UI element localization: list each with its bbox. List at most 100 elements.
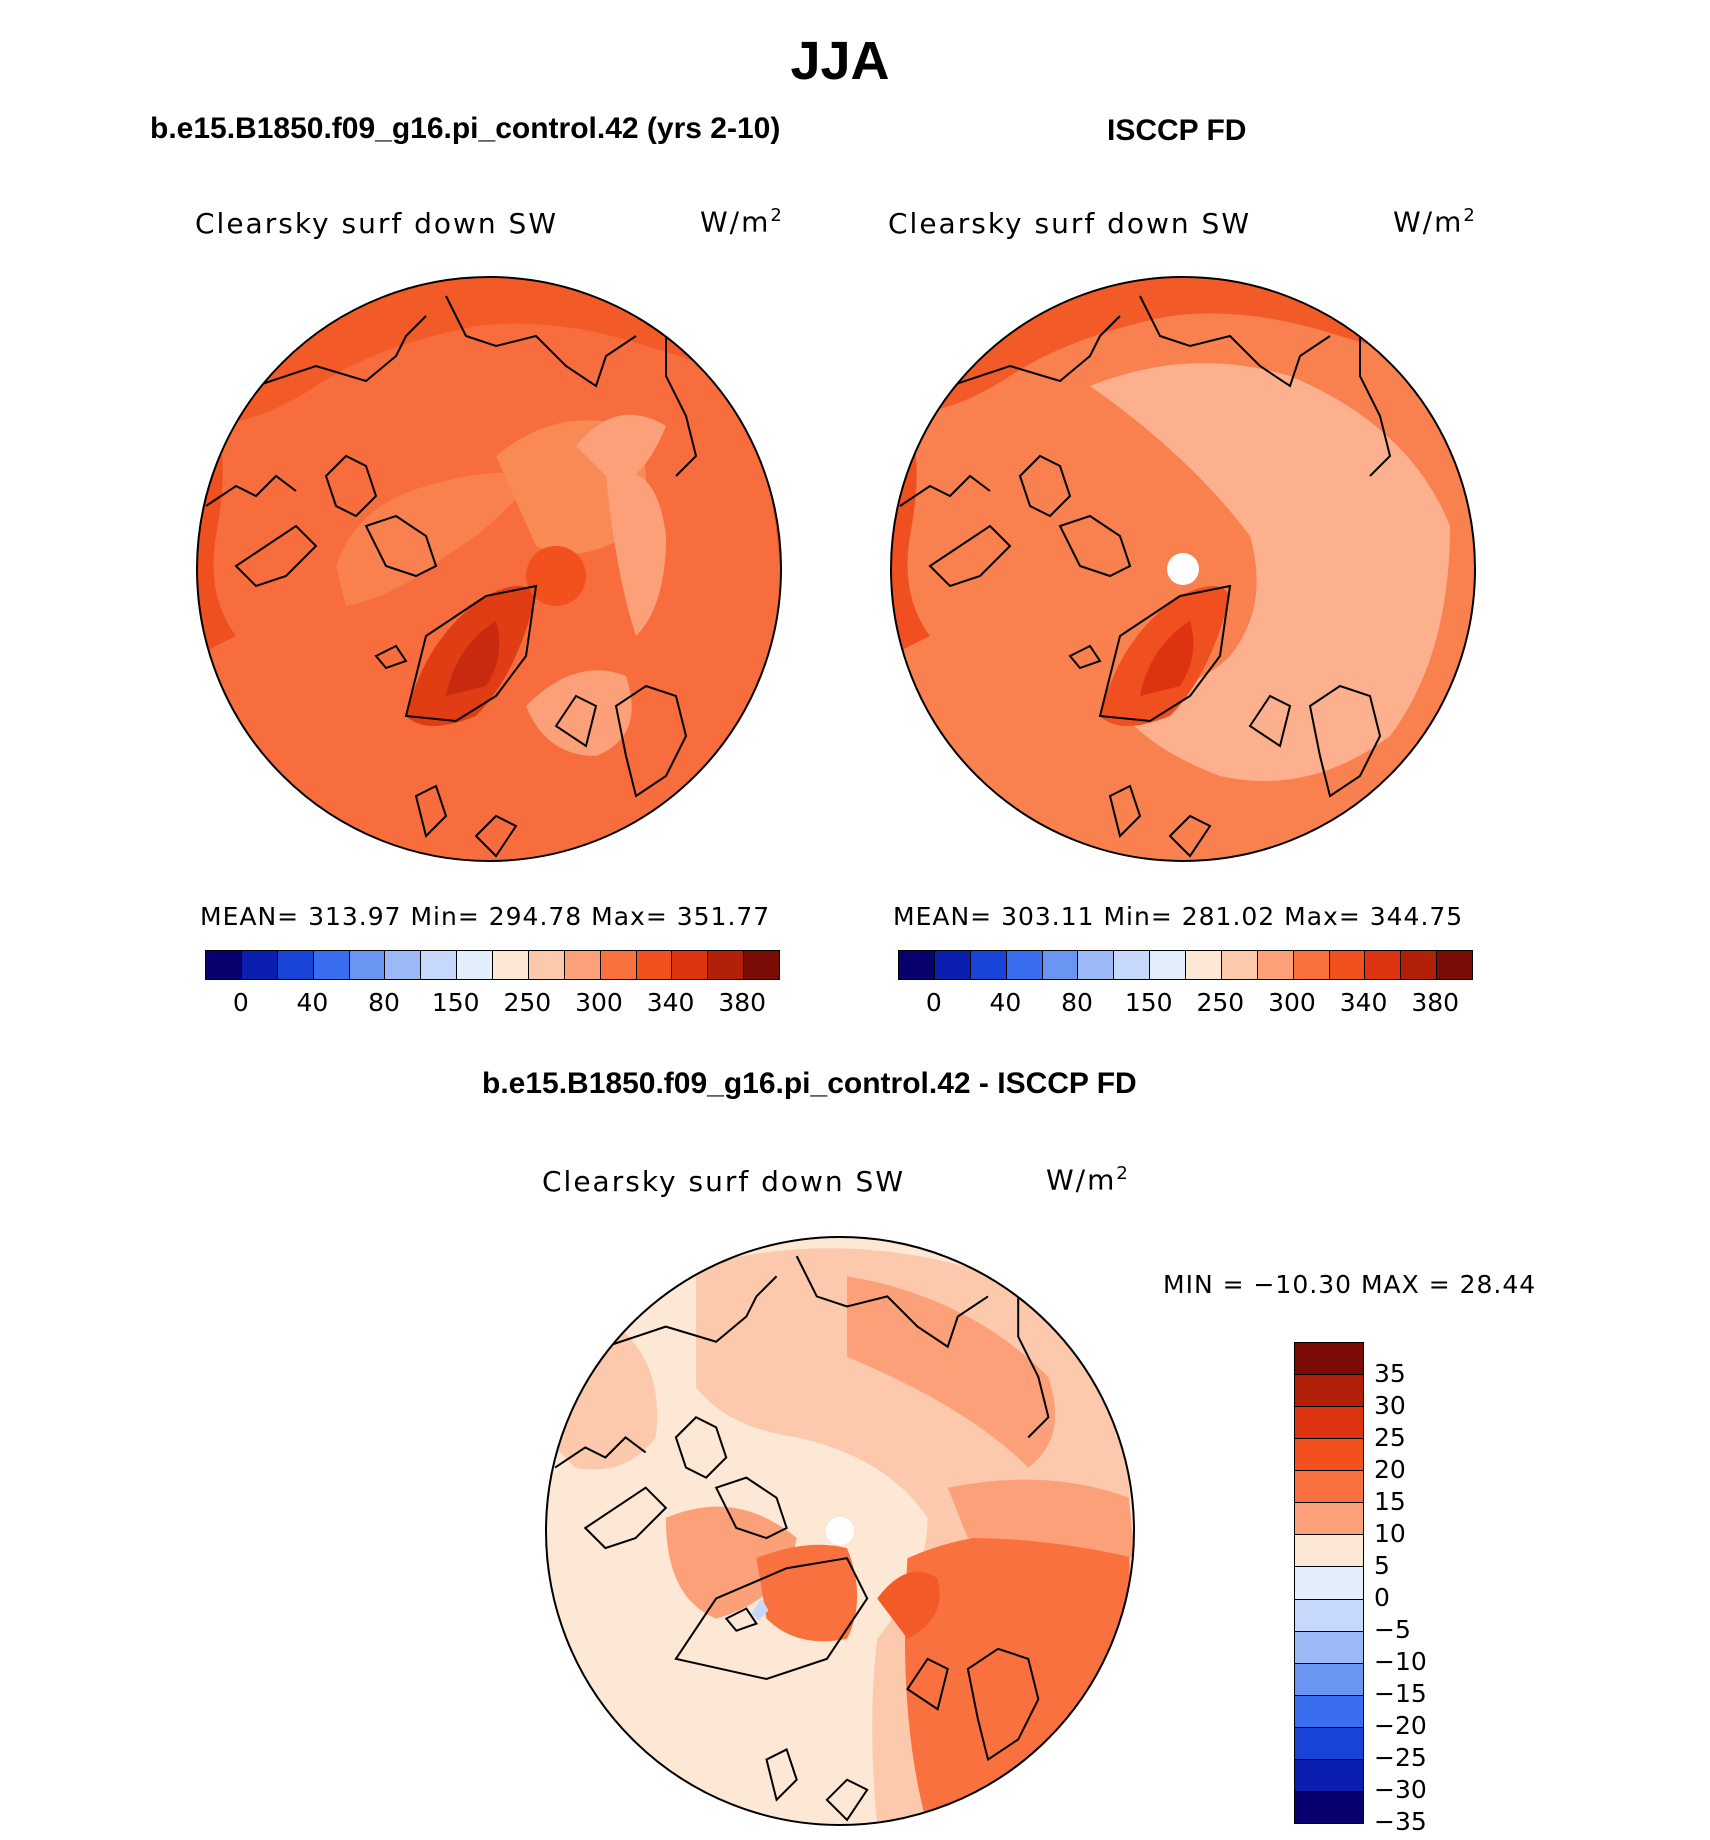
panel3-colorbar-box bbox=[1295, 1407, 1363, 1440]
panel1-colorbar-box bbox=[528, 951, 565, 979]
panel1-colorbar-box bbox=[241, 951, 278, 979]
panel3-colorbar-box bbox=[1295, 1759, 1363, 1792]
panel2-colorbar bbox=[898, 950, 1473, 980]
panel3-colorbar-tick-label: 10 bbox=[1374, 1519, 1406, 1548]
panel2-stats: MEAN= 303.11 Min= 281.02 Max= 344.75 bbox=[893, 902, 1464, 931]
panel3-colorbar bbox=[1294, 1342, 1364, 1824]
panel3-colorbar-tick-label: −10 bbox=[1374, 1647, 1427, 1676]
panel1-colorbar-box bbox=[349, 951, 386, 979]
panel1-colorbar-tick-label: 0 bbox=[232, 988, 249, 1017]
panel2-colorbar-labels: 0 40 80 150 250 300 340 380 bbox=[898, 988, 1471, 1018]
figure-title: JJA bbox=[790, 31, 890, 91]
panel3-colorbar-tick-label: −15 bbox=[1374, 1679, 1427, 1708]
panel2-colorbar-box bbox=[1186, 951, 1222, 979]
panel2-colorbar-box bbox=[934, 951, 971, 979]
panel3-colorbar-box bbox=[1295, 1471, 1363, 1504]
panel3-variable-label: Clearsky surf down SW bbox=[542, 1165, 906, 1198]
panel1-colorbar-tick-label: 40 bbox=[296, 988, 329, 1017]
panel3-colorbar-box bbox=[1295, 1791, 1363, 1823]
panel3-colorbar-tick-label: −20 bbox=[1374, 1711, 1427, 1740]
panel3-units: W/m2 bbox=[1046, 1163, 1130, 1197]
panel2-colorbar-tick-label: 150 bbox=[1124, 988, 1173, 1017]
panel1-colorbar bbox=[205, 950, 780, 980]
panel3-colorbar-tick-label: −25 bbox=[1374, 1743, 1427, 1772]
panel1-polar-map bbox=[196, 276, 782, 862]
panel1-colorbar-box bbox=[206, 951, 242, 979]
panel2-colorbar-tick-label: 300 bbox=[1268, 988, 1316, 1017]
panel1-colorbar-box bbox=[313, 951, 350, 979]
panel3-colorbar-box bbox=[1295, 1727, 1363, 1760]
panel1-colorbar-box bbox=[277, 951, 314, 979]
panel3-colorbar-box bbox=[1295, 1503, 1363, 1536]
panel1-variable-label: Clearsky surf down SW bbox=[195, 207, 559, 240]
panel2-colorbar-box bbox=[1257, 951, 1294, 979]
panel2-colorbar-box bbox=[1078, 951, 1115, 979]
panel1-heading: b.e15.B1850.f09_g16.pi_control.42 (yrs 2… bbox=[150, 112, 781, 145]
panel3-colorbar-box bbox=[1295, 1343, 1363, 1376]
panel1-colorbar-box bbox=[672, 951, 709, 979]
panel3-colorbar-tick-label: 0 bbox=[1374, 1583, 1390, 1612]
panel2-colorbar-box bbox=[970, 951, 1007, 979]
panel2-variable-label: Clearsky surf down SW bbox=[888, 207, 1252, 240]
panel2-colorbar-tick-label: 40 bbox=[989, 988, 1022, 1017]
panel3-colorbar-box bbox=[1295, 1631, 1363, 1664]
panel3-stats: MIN = −10.30 MAX = 28.44 bbox=[1163, 1270, 1537, 1299]
panel3-colorbar-box bbox=[1295, 1535, 1363, 1568]
panel2-colorbar-box bbox=[1150, 951, 1186, 979]
panel2-colorbar-box bbox=[1401, 951, 1438, 979]
panel2-heading: ISCCP FD bbox=[1107, 114, 1247, 147]
panel2-colorbar-box bbox=[1437, 951, 1472, 979]
panel2-colorbar-box bbox=[899, 951, 935, 979]
panel2-colorbar-box bbox=[1006, 951, 1043, 979]
panel2-colorbar-box bbox=[1329, 951, 1366, 979]
panel1-colorbar-tick-label: 300 bbox=[575, 988, 623, 1017]
panel3-colorbar-tick-label: 5 bbox=[1374, 1551, 1390, 1580]
panel2-colorbar-tick-label: 340 bbox=[1339, 988, 1388, 1017]
panel1-colorbar-box bbox=[744, 951, 779, 979]
panel3-colorbar-tick-label: 15 bbox=[1374, 1487, 1406, 1516]
panel1-colorbar-box bbox=[708, 951, 745, 979]
panel3-colorbar-tick-label: −30 bbox=[1374, 1775, 1427, 1804]
panel1-colorbar-box bbox=[493, 951, 529, 979]
panel1-colorbar-tick-label: 80 bbox=[368, 988, 400, 1017]
panel1-colorbar-tick-label: 150 bbox=[431, 988, 480, 1017]
panel3-colorbar-box bbox=[1295, 1567, 1363, 1600]
panel2-colorbar-tick-label: 80 bbox=[1061, 988, 1093, 1017]
panel3-colorbar-labels: 35 30 25 20 15 10 5 0 −5 −10 −15 −20 −25 −30 −35 bbox=[1374, 1342, 1454, 1836]
panel1-colorbar-box bbox=[421, 951, 458, 979]
panel3-polar-map bbox=[545, 1236, 1135, 1826]
panel3-colorbar-box bbox=[1295, 1695, 1363, 1728]
panel2-units: W/m2 bbox=[1393, 205, 1477, 239]
panel3-colorbar-tick-label: 30 bbox=[1374, 1391, 1406, 1420]
panel3-colorbar-box bbox=[1295, 1599, 1363, 1632]
panel1-colorbar-labels: 0 40 80 150 250 300 340 380 bbox=[205, 988, 778, 1018]
panel2-colorbar-box bbox=[1365, 951, 1402, 979]
panel1-colorbar-box bbox=[600, 951, 637, 979]
panel1-colorbar-tick-label: 380 bbox=[718, 988, 767, 1017]
panel3-colorbar-tick-label: 35 bbox=[1374, 1359, 1406, 1388]
panel1-colorbar-tick-label: 340 bbox=[646, 988, 695, 1017]
panel2-colorbar-box bbox=[1221, 951, 1258, 979]
panel2-colorbar-tick-label: 250 bbox=[1196, 988, 1245, 1017]
panel2-colorbar-box bbox=[1114, 951, 1151, 979]
panel1-stats: MEAN= 313.97 Min= 294.78 Max= 351.77 bbox=[200, 902, 771, 931]
panel3-heading: b.e15.B1850.f09_g16.pi_control.42 - ISCC… bbox=[482, 1067, 1137, 1100]
panel1-colorbar-box bbox=[564, 951, 601, 979]
panel1-colorbar-box bbox=[457, 951, 493, 979]
panel2-colorbar-tick-label: 0 bbox=[925, 988, 942, 1017]
panel3-colorbar-tick-label: 25 bbox=[1374, 1423, 1406, 1452]
panel2-colorbar-box bbox=[1293, 951, 1330, 979]
panel1-units: W/m2 bbox=[700, 205, 784, 239]
panel3-colorbar-box bbox=[1295, 1439, 1363, 1472]
panel1-colorbar-box bbox=[385, 951, 422, 979]
panel3-colorbar-tick-label: −5 bbox=[1374, 1615, 1411, 1644]
panel2-polar-map bbox=[890, 276, 1476, 862]
panel1-colorbar-box bbox=[636, 951, 673, 979]
panel3-colorbar-tick-label: 20 bbox=[1374, 1455, 1406, 1484]
panel3-colorbar-box bbox=[1295, 1663, 1363, 1696]
panel2-colorbar-box bbox=[1042, 951, 1079, 979]
panel1-colorbar-tick-label: 250 bbox=[503, 988, 552, 1017]
panel3-colorbar-box bbox=[1295, 1375, 1363, 1408]
panel2-colorbar-tick-label: 380 bbox=[1411, 988, 1460, 1017]
panel3-colorbar-tick-label: −35 bbox=[1374, 1807, 1427, 1836]
